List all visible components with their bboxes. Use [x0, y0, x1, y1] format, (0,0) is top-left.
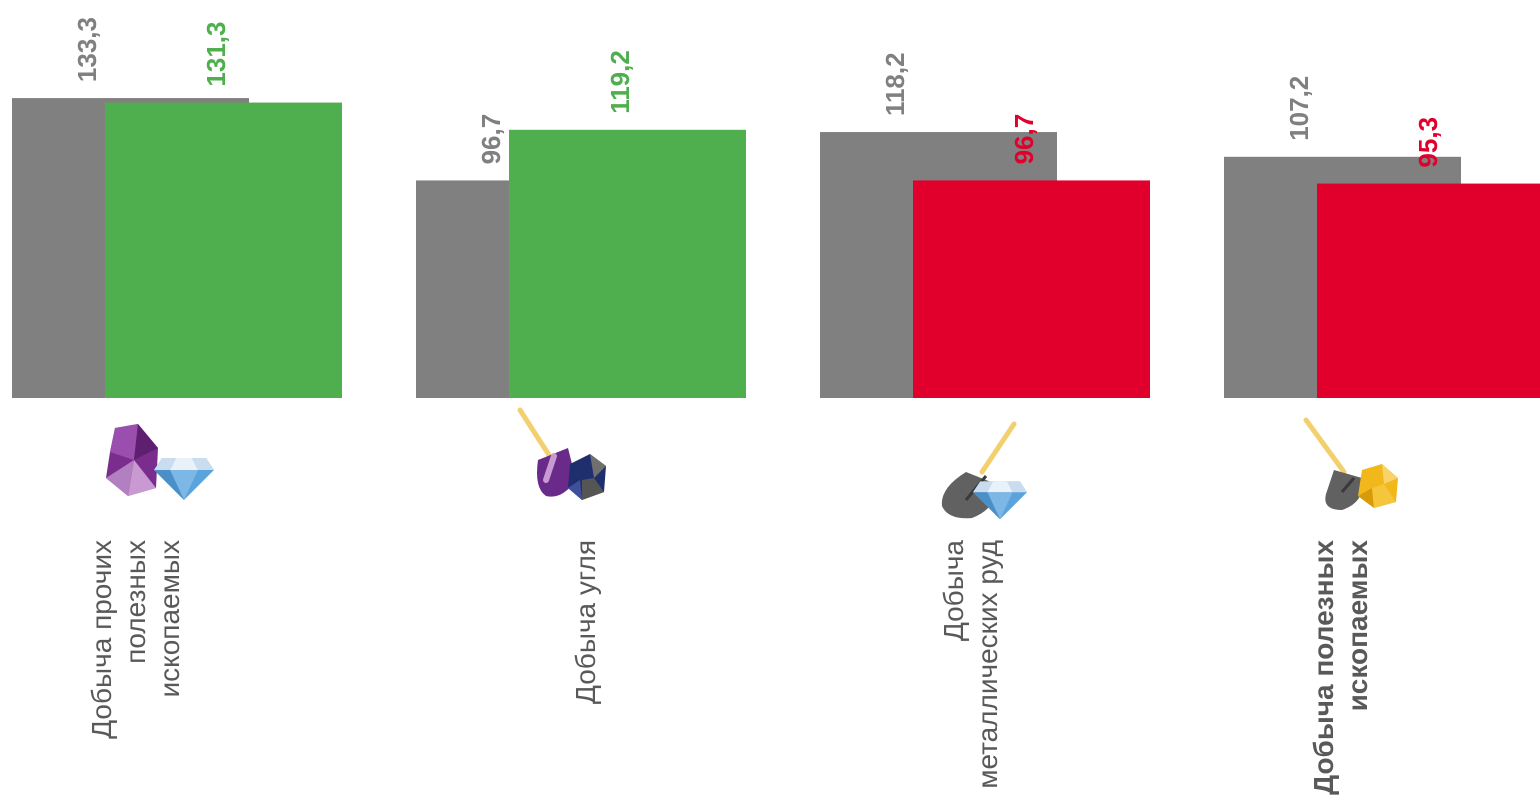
category-label-2-line-1: Добыча угля [570, 540, 601, 704]
value-label-series1-cat1: 133,3 [72, 17, 102, 82]
category-label-3-line-1: Добыча [938, 540, 969, 642]
category-label-3: Добыча металлических руд [938, 540, 1003, 789]
gems-icon [106, 424, 214, 500]
bar-series2-cat1 [105, 102, 342, 398]
category-label-1-line-3: ископаемых [154, 540, 185, 697]
bar-series2-cat3 [913, 180, 1150, 398]
category-label-1-line-1: Добыча прочих [86, 540, 117, 739]
coal-shovel-icon [517, 407, 606, 500]
bars-layer [12, 98, 1540, 399]
value-label-series1-cat2: 96,7 [476, 114, 506, 165]
value-label-series2-cat3: 96,7 [1009, 114, 1039, 165]
value-label-series1-cat3: 118,2 [880, 52, 910, 116]
gold-shovel-icon [1303, 417, 1398, 510]
category-label-1-line-2: полезных [120, 540, 151, 664]
bar-series2-cat4 [1317, 183, 1540, 398]
value-label-series1-cat4: 107,2 [1284, 76, 1314, 141]
category-label-2: Добыча угля [570, 540, 601, 704]
category-label-1: Добыча прочих полезных ископаемых [86, 540, 185, 739]
icons-layer [106, 407, 1398, 520]
category-label-4-line-1: Добыча полезных [1308, 540, 1339, 795]
value-label-series2-cat1: 131,3 [201, 21, 231, 86]
ore-shovel-diamond-icon [941, 421, 1027, 520]
category-labels-layer: Добыча прочих полезных ископаемых Добыча уг… [86, 540, 1373, 795]
value-label-series2-cat4: 95,3 [1413, 117, 1443, 168]
value-label-series2-cat2: 119,2 [605, 50, 635, 114]
category-label-3-line-2: металлических руд [972, 540, 1003, 789]
value-labels-layer: 133,3 131,3 96,7 119,2 118,2 96,7 107,2 95,3 [72, 17, 1443, 168]
category-label-4-line-2: ископаемых [1342, 540, 1373, 712]
bar-series2-cat2 [509, 129, 746, 399]
category-label-4: Добыча полезных ископаемых [1308, 540, 1373, 795]
